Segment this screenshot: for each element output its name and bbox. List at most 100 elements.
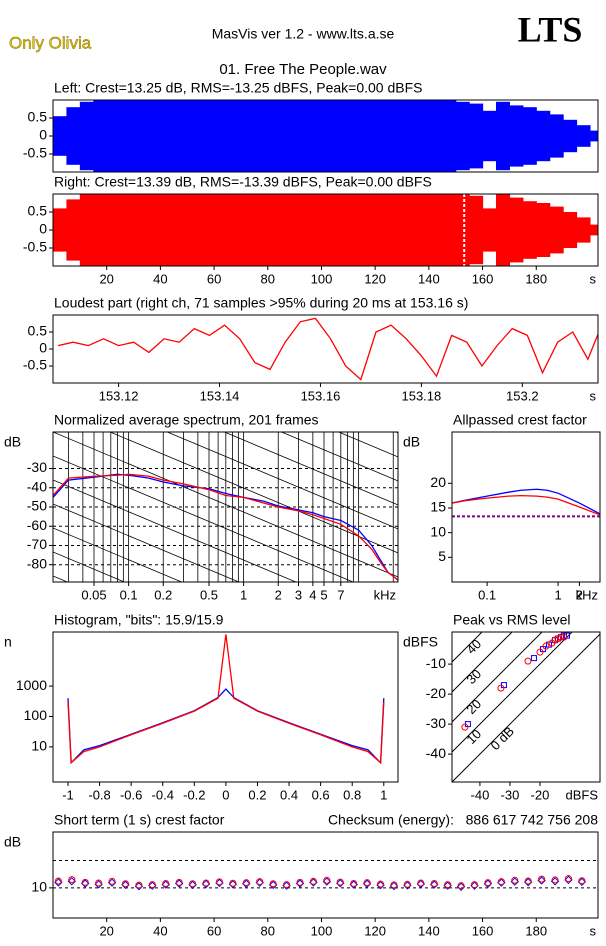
point [94, 880, 103, 889]
x-tick-label: 180 [525, 271, 547, 286]
waveform-envelope [522, 201, 537, 259]
waveform-envelope [415, 194, 430, 266]
x-tick-label: 0.05 [81, 587, 106, 602]
waveform-envelope [576, 217, 591, 243]
point [389, 881, 399, 891]
waveform-envelope [576, 125, 591, 147]
x-axis-label: dBFS [565, 787, 598, 802]
x-tick-label: 180 [525, 923, 547, 938]
y-tick-label: 0 [39, 221, 47, 237]
point [309, 878, 318, 887]
point [309, 877, 317, 885]
waveform-envelope [79, 194, 94, 266]
y-tick-label: -10 [426, 655, 446, 671]
x-tick-label: 2 [576, 587, 583, 602]
waveform-envelope [469, 195, 484, 265]
crest-line [452, 633, 600, 782]
y-tick-label: -40 [426, 745, 446, 761]
point [336, 878, 344, 886]
waveform-envelope [563, 119, 578, 153]
x-tick-label: 60 [207, 271, 221, 286]
point [538, 875, 546, 883]
point [376, 880, 385, 890]
waveform-envelope [200, 100, 215, 172]
x-tick-label: 153.16 [301, 388, 341, 403]
waveform-envelope [536, 203, 551, 257]
x-tick-label: 100 [311, 271, 333, 286]
waveform-envelope [294, 100, 309, 172]
slope-guide [166, 432, 398, 530]
y-tick-label: 0.5 [28, 109, 48, 125]
x-axis-label: s [590, 923, 597, 938]
data-line [57, 317, 598, 381]
y-tick-label: -20 [426, 685, 446, 701]
x-tick-label: 60 [207, 923, 221, 938]
point [148, 881, 157, 890]
x-tick-label: 153.14 [200, 388, 240, 403]
waveform-envelope [227, 194, 242, 266]
plot-area [53, 432, 398, 582]
y-tick-label: 20 [430, 474, 446, 490]
waveform-envelope [133, 194, 148, 266]
waveform-envelope [375, 100, 390, 172]
panel-title: Peak vs RMS level [453, 612, 570, 628]
waveform-envelope [93, 100, 108, 172]
plot-frame [52, 831, 599, 919]
x-axis-label: kHz [576, 587, 598, 602]
logo: LTS [518, 9, 583, 49]
waveform-envelope [66, 199, 81, 261]
panel-title: Normalized average spectrum, 201 frames [54, 412, 319, 428]
x-tick-label: 140 [418, 271, 440, 286]
point [228, 880, 238, 889]
point [121, 880, 130, 890]
waveform-envelope [522, 107, 537, 165]
waveform-envelope [187, 194, 202, 266]
waveform-envelope [66, 107, 81, 165]
x-tick-label: 40 [153, 923, 167, 938]
y-tick-label: 0.5 [28, 323, 48, 339]
data-line [53, 473, 398, 581]
app-title: MasVis ver 1.2 - www.lts.a.se [212, 26, 395, 42]
y-tick-label: -70 [27, 536, 47, 552]
x-tick-label: -40 [471, 787, 490, 802]
waveform-envelope [495, 101, 511, 171]
x-tick-label: 120 [364, 923, 386, 938]
x-tick-label: 1 [380, 787, 387, 802]
waveform-envelope [106, 100, 121, 172]
point [457, 882, 465, 890]
waveform-envelope [375, 194, 390, 266]
crest-line [452, 632, 543, 723]
point [54, 877, 62, 885]
waveform-envelope [589, 130, 598, 142]
point [295, 879, 305, 888]
panel-title: Histogram, "bits": 15.9/15.9 [54, 612, 224, 628]
point [135, 881, 143, 889]
x-tick-label: 0.2 [154, 587, 172, 602]
waveform-envelope [308, 194, 323, 266]
x-tick-label: -0.8 [88, 787, 110, 802]
y-tick-label: 100 [24, 707, 48, 723]
waveform-envelope [160, 100, 175, 172]
slope-guide [53, 551, 126, 582]
x-tick-label: 160 [472, 923, 494, 938]
point [95, 879, 103, 887]
waveform-envelope [563, 212, 578, 248]
point [497, 684, 505, 692]
panel: Right: Crest=13.39 dB, RMS=-13.39 dBFS, … [23, 174, 599, 286]
panel: Normalized average spectrum, 201 frames -… [4, 412, 399, 602]
point [68, 876, 76, 884]
x-tick-label: 1 [240, 587, 247, 602]
y-tick-label: -40 [27, 478, 47, 494]
x-tick-label: 20 [99, 271, 113, 286]
point [524, 877, 532, 885]
panel: Short term (1 s) crest factor Checksum (e… [4, 812, 599, 938]
y-tick-label: 0.5 [28, 203, 48, 219]
point [483, 879, 493, 888]
x-tick-label: 80 [261, 923, 275, 938]
slope-guide [337, 432, 398, 458]
point [536, 648, 544, 656]
waveform-envelope [187, 100, 202, 172]
waveform-envelope [589, 224, 598, 236]
point [255, 878, 264, 887]
